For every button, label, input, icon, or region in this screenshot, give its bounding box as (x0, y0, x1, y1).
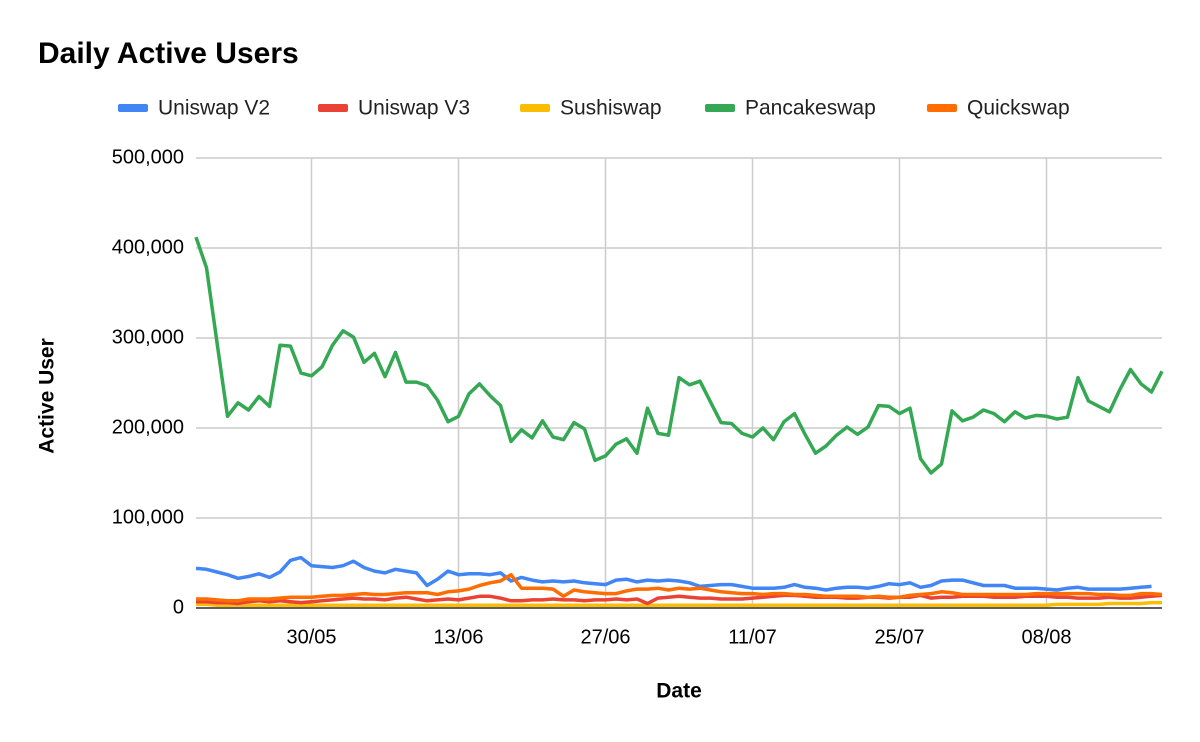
legend-swatch (118, 104, 148, 112)
x-tick-label: 30/05 (286, 626, 336, 648)
chart-title: Daily Active Users (38, 37, 299, 70)
y-tick-label: 100,000 (112, 506, 184, 528)
series-line (196, 593, 1163, 606)
y-tick-label: 200,000 (112, 416, 184, 438)
x-tick-label: 11/07 (728, 626, 777, 648)
x-tick-label: 27/06 (580, 626, 630, 648)
legend-swatch (927, 104, 957, 112)
series-line (195, 555, 1152, 592)
legend-label: Sushiswap (560, 97, 662, 120)
legend-label: Uniswap V2 (158, 97, 270, 120)
series-line (196, 600, 1162, 608)
series-line (194, 236, 1164, 475)
x-tick-label: 08/08 (1021, 626, 1071, 648)
legend-swatch (520, 104, 550, 112)
x-tick-label: 25/07 (874, 626, 924, 648)
y-tick-label: 400,000 (112, 236, 184, 258)
y-tick-label: 0 (173, 596, 184, 618)
legend-label: Quickswap (967, 97, 1070, 120)
y-tick-label: 300,000 (112, 326, 184, 348)
legend-swatch (318, 104, 348, 112)
y-tick-label: 500,000 (112, 146, 184, 168)
legend-swatch (705, 104, 735, 112)
x-axis-label: Date (656, 680, 702, 703)
legend-label: Uniswap V3 (358, 97, 470, 120)
x-tick-label: 13/06 (433, 626, 483, 648)
series-line (196, 572, 1163, 603)
legend-label: Pancakeswap (745, 97, 876, 120)
y-axis-label: Active User (36, 338, 59, 454)
